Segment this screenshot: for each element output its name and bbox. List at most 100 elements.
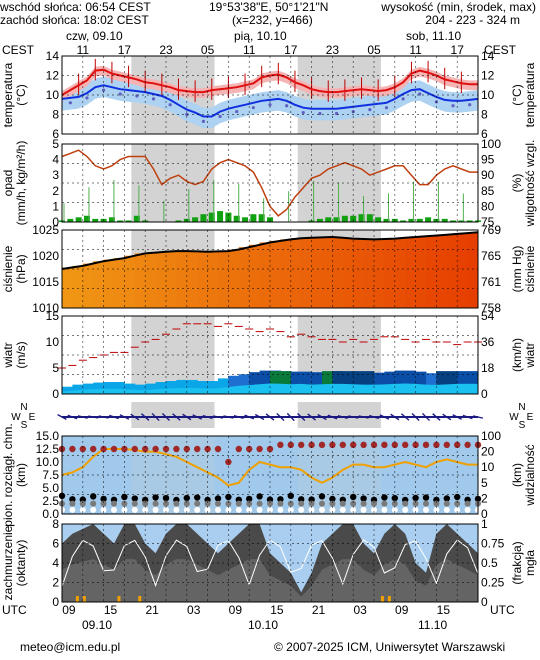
wind-speed-area <box>374 372 385 394</box>
cloud-top-dot <box>329 441 336 449</box>
precip-bar <box>233 215 240 222</box>
cloud-top-dot <box>183 445 190 453</box>
dew-point-marker <box>301 110 305 115</box>
pressure-area <box>176 251 188 308</box>
pressure-area <box>446 233 458 308</box>
cloud-mid-dot <box>423 500 429 507</box>
hour-label-top: 11 <box>77 43 90 57</box>
hour-label-top: 23 <box>159 43 173 57</box>
cloud-mid-dot <box>111 500 117 507</box>
precip-bar <box>92 218 99 222</box>
height-values: 204 - 223 - 324 m <box>425 13 520 27</box>
cloud-mid-dot <box>204 500 211 507</box>
cloud-top-dot <box>79 445 87 453</box>
cloud-base-dot <box>391 494 398 502</box>
tick-label-right: 12 <box>481 69 495 83</box>
wind-direction-arrow <box>182 413 192 421</box>
tick-label-right: 0 <box>481 595 488 609</box>
pressure-area <box>374 238 385 308</box>
cloud-top-dot <box>412 441 419 449</box>
footer-email[interactable]: meteo@icm.edu.pl <box>20 640 121 654</box>
precip-bar <box>333 217 340 222</box>
cloud-top-dot <box>69 445 76 453</box>
tick-label-left: 0 <box>52 215 59 229</box>
tick-label-left: 10.0 <box>36 455 60 469</box>
cloud-mid-dot <box>339 500 346 507</box>
tick-label-right: 20 <box>481 445 495 459</box>
pressure-area <box>311 237 323 308</box>
pressure-area <box>342 237 354 308</box>
hour-label-top: 11 <box>409 43 422 57</box>
compass-n: N <box>20 402 27 413</box>
axis-unit-right: (km/h) <box>510 338 524 372</box>
fog-dot <box>131 506 138 513</box>
hour-label-top: 05 <box>201 43 215 57</box>
precip-bar <box>308 220 315 222</box>
compass-s: S <box>21 420 28 431</box>
pressure-area <box>93 261 105 308</box>
tick-label-right: 758 <box>481 301 501 315</box>
cloud-mid-dot <box>308 500 315 507</box>
axis-title-right: wiatr <box>523 342 537 368</box>
precip-bar <box>200 214 207 222</box>
panel-frame <box>61 55 479 135</box>
cloud-top-dot <box>381 441 388 449</box>
pressure-area <box>290 238 302 308</box>
tick-label-right: 769 <box>481 223 501 237</box>
cloud-top-dot <box>214 445 222 453</box>
wind-direction-arrow <box>307 413 316 421</box>
wind-speed-area <box>207 381 219 394</box>
axis-title-right: temperatura <box>523 62 537 127</box>
compass-w: W <box>11 412 21 423</box>
fog-dot <box>443 506 450 513</box>
fog-dot <box>319 506 325 513</box>
pressure-area <box>124 255 136 308</box>
dew-point-marker <box>468 103 472 107</box>
axis-unit-right: (%) <box>510 174 524 193</box>
axis-unit-left: (hPa) <box>14 254 28 283</box>
cloud-mid-dot <box>360 500 367 507</box>
pressure-area <box>114 258 125 308</box>
tick-label-right: 36 <box>481 335 495 349</box>
cloud-base-dot <box>277 496 284 503</box>
precip-bar <box>125 220 132 222</box>
fog-dot <box>69 506 76 513</box>
tick-label-left: 0 <box>52 595 59 609</box>
precip-bar <box>441 218 448 222</box>
precip-bar <box>408 218 415 222</box>
tick-label-right: 80 <box>481 199 495 213</box>
pressure-area <box>301 237 313 308</box>
fog-dot <box>277 506 284 513</box>
wind-direction-arrow <box>390 413 400 421</box>
pressure-area <box>394 237 406 308</box>
dew-point-marker <box>68 101 72 105</box>
axis-unit-left: (mm/h, kg/m²/h) <box>14 141 28 226</box>
precip-bar <box>217 211 224 222</box>
panel-background <box>62 402 478 428</box>
pressure-area <box>280 239 292 308</box>
wind-direction-arrow <box>151 412 160 422</box>
wind-direction-arrow <box>276 413 285 421</box>
cloud-mid-dot <box>298 500 305 507</box>
wind-direction-arrow <box>400 413 410 421</box>
precip-bar <box>341 215 348 222</box>
cloud-mid-dot <box>267 500 273 507</box>
precip-bar <box>108 217 115 222</box>
tick-label-left: 0 <box>52 387 59 401</box>
axis-unit-right: (km) <box>510 463 524 487</box>
cloud-top-dot <box>318 441 326 449</box>
cloud-mid-dot <box>225 500 232 507</box>
dew-point-marker <box>218 114 222 119</box>
fog-bar <box>138 596 142 602</box>
precip-bar <box>242 217 249 222</box>
tick-label-left: 2 <box>52 576 59 590</box>
tick-label-left: 10 <box>46 88 60 102</box>
wind-direction-arrow <box>223 415 234 419</box>
cloud-base-dot <box>131 495 138 502</box>
tick-label-right: 0.25 <box>481 576 505 590</box>
tick-label-right: 0 <box>481 387 488 401</box>
precip-bar <box>383 218 390 222</box>
precip-bar <box>250 214 257 222</box>
dew-point-marker <box>285 104 289 108</box>
pressure-area <box>155 251 167 308</box>
